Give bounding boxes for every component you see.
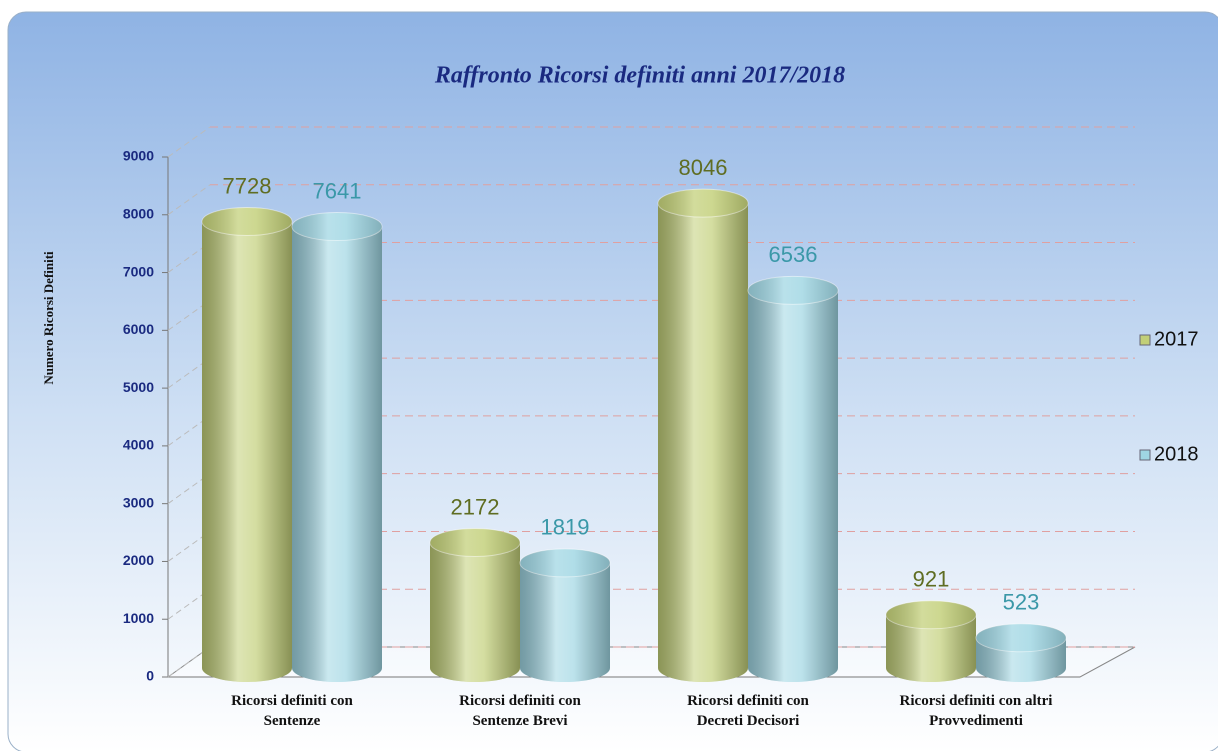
x-tick-label: Ricorsi definiti con Decreti Decisori [687, 693, 809, 729]
grid-line [167, 184, 211, 216]
x-tick-label: Ricorsi definiti con Sentenze Brevi [459, 693, 581, 729]
y-tick-label: 0 [146, 668, 154, 684]
bar [885, 600, 977, 682]
legend-label: 2018 [1154, 443, 1199, 465]
y-axis-label: Numero Ricorsi Definiti [41, 251, 56, 385]
bar-shade [430, 542, 520, 682]
y-tick-label: 6000 [123, 321, 154, 337]
value-label: 7728 [223, 173, 272, 198]
value-label: 1819 [541, 515, 590, 540]
bar-top-shine [976, 623, 1066, 652]
x-tick-label: Ricorsi definiti con altri Provvedimenti [899, 693, 1053, 729]
bar [291, 212, 383, 682]
grid-line [167, 126, 211, 158]
bar [201, 206, 293, 682]
bar [975, 623, 1067, 682]
bar-shade [202, 221, 292, 682]
bar-shade [658, 203, 748, 682]
y-tick-label: 7000 [123, 263, 154, 279]
value-label: 7641 [313, 178, 362, 203]
bar-top-shine [202, 207, 292, 236]
bar-top-shine [886, 600, 976, 629]
bar [429, 528, 521, 682]
value-label: 6536 [769, 242, 818, 267]
x-tick-label: Ricorsi definiti con Sentenze [231, 693, 353, 729]
value-label: 523 [1003, 590, 1040, 615]
y-tick-label: 1000 [123, 610, 154, 626]
y-tick-label: 8000 [123, 205, 154, 221]
bar-top-shine [658, 189, 748, 218]
value-label: 921 [913, 567, 950, 592]
bar-top-shine [292, 212, 382, 241]
legend-swatch [1139, 449, 1151, 461]
y-tick-label: 5000 [123, 379, 154, 395]
y-tick-label: 9000 [123, 148, 154, 164]
legend-swatch [1139, 334, 1151, 346]
value-label: 2172 [451, 494, 500, 519]
bar [747, 275, 839, 682]
bar [657, 188, 749, 682]
y-tick-label: 2000 [123, 552, 154, 568]
y-tick-label: 3000 [123, 494, 154, 510]
bar [519, 548, 611, 682]
legend-label: 2017 [1154, 328, 1199, 350]
bar-top-shine [520, 548, 610, 577]
value-label: 8046 [679, 155, 728, 180]
bar-shade [292, 226, 382, 682]
bar-top-shine [748, 276, 838, 305]
y-tick-label: 4000 [123, 437, 154, 453]
bar-shade [520, 562, 610, 682]
chart-title: Raffronto Ricorsi definiti anni 2017/201… [434, 63, 845, 89]
bar-top-shine [430, 528, 520, 557]
bar-shade [748, 290, 838, 682]
bar-shade [886, 614, 976, 682]
